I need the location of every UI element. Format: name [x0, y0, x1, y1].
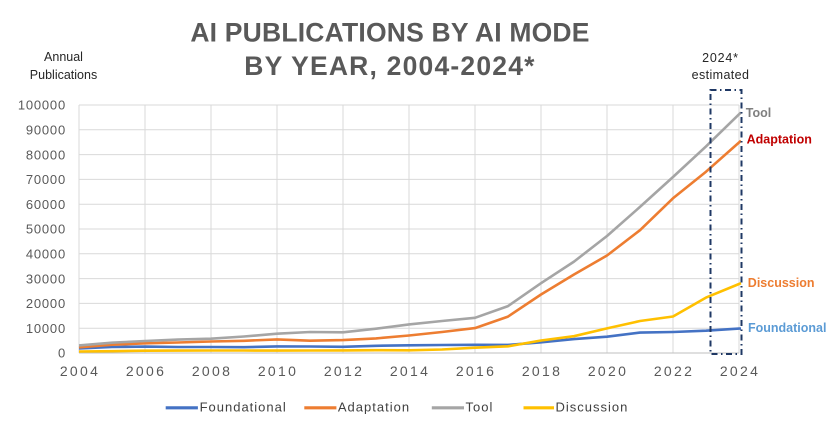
svg-text:Adaptation: Adaptation: [747, 133, 812, 147]
svg-text:Tool: Tool: [746, 106, 771, 120]
svg-text:0: 0: [58, 346, 66, 361]
svg-text:20000: 20000: [26, 296, 66, 311]
svg-text:10000: 10000: [26, 321, 66, 336]
svg-text:2024*: 2024*: [702, 51, 739, 65]
svg-text:80000: 80000: [26, 147, 66, 162]
svg-text:AI PUBLICATIONS BY AI MODE: AI PUBLICATIONS BY AI MODE: [190, 18, 589, 48]
svg-text:2012: 2012: [324, 363, 364, 379]
svg-text:2008: 2008: [192, 363, 232, 379]
svg-text:estimated: estimated: [692, 68, 750, 82]
svg-text:Foundational: Foundational: [748, 321, 826, 335]
svg-text:2024: 2024: [720, 363, 760, 379]
svg-text:2022: 2022: [654, 363, 694, 379]
svg-text:50000: 50000: [26, 222, 66, 237]
svg-text:60000: 60000: [26, 197, 66, 212]
svg-text:Adaptation: Adaptation: [338, 400, 410, 415]
svg-text:BY YEAR, 2004-2024*: BY YEAR, 2004-2024*: [244, 51, 535, 81]
svg-text:2010: 2010: [258, 363, 298, 379]
svg-text:40000: 40000: [26, 247, 66, 262]
svg-text:Discussion: Discussion: [556, 400, 629, 415]
svg-text:Discussion: Discussion: [748, 276, 815, 290]
svg-text:100000: 100000: [18, 98, 66, 113]
svg-text:2004: 2004: [60, 363, 100, 379]
svg-text:2014: 2014: [390, 363, 430, 379]
svg-text:Publications: Publications: [30, 68, 97, 82]
svg-text:30000: 30000: [26, 271, 66, 286]
svg-text:2020: 2020: [588, 363, 628, 379]
svg-text:70000: 70000: [26, 172, 66, 187]
svg-text:90000: 90000: [26, 123, 66, 138]
svg-text:2016: 2016: [456, 363, 496, 379]
svg-text:2018: 2018: [522, 363, 562, 379]
svg-text:2006: 2006: [126, 363, 166, 379]
svg-text:Foundational: Foundational: [200, 400, 287, 415]
svg-text:Annual: Annual: [44, 50, 83, 64]
svg-text:Tool: Tool: [466, 400, 494, 415]
